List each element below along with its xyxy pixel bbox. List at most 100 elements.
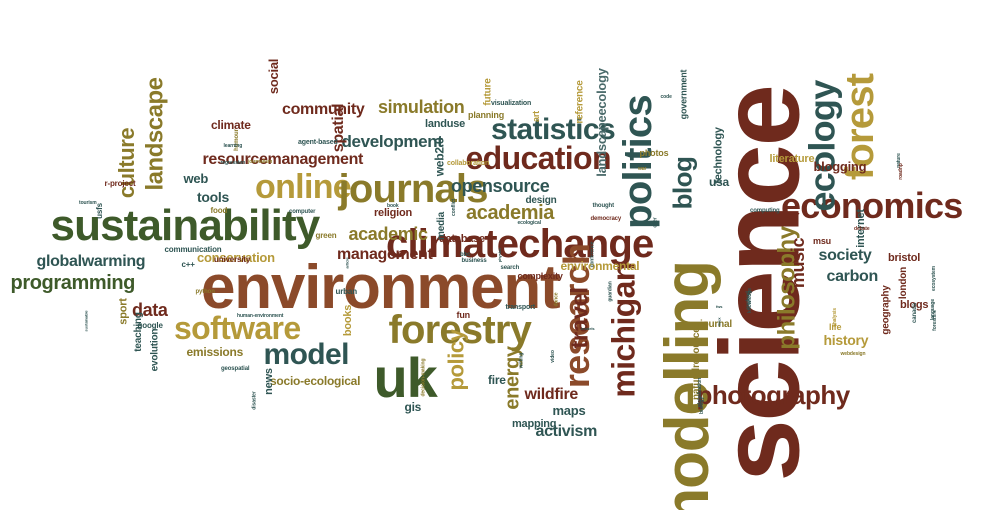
word-maps: maps: [552, 402, 586, 418]
word-globalwarming: globalwarming: [36, 253, 146, 270]
word-social: social: [265, 58, 281, 94]
word-webdesign: webdesign: [840, 350, 866, 357]
word-news: news: [262, 367, 275, 395]
word-r-project: r-project: [104, 179, 136, 188]
word-visualization: visualization: [491, 99, 532, 107]
word-python: python: [195, 289, 215, 295]
word-search: search: [500, 265, 520, 271]
word-linux: linux: [715, 317, 721, 327]
word-music: music: [788, 237, 809, 289]
word-fire: fire: [488, 373, 506, 387]
word-geospatial: geospatial: [221, 366, 250, 372]
word-canada: canada: [911, 303, 918, 323]
word-bristol: bristol: [888, 251, 921, 264]
word-fws: fws: [716, 304, 723, 309]
word-disaster: disaster: [251, 390, 258, 410]
word-conservation: conservation: [197, 249, 275, 265]
word-opensource: opensource: [451, 176, 550, 196]
word-socio-ecological: socio-ecological: [270, 374, 361, 388]
word-analysis: analysis: [831, 307, 838, 327]
word-deer: deer: [652, 216, 659, 228]
word-food: food: [210, 206, 228, 215]
word-journal: journal: [700, 319, 732, 330]
word-landuse: landuse: [425, 117, 466, 130]
word-ecological: ecological: [517, 219, 542, 226]
word-conference: conference: [589, 241, 596, 267]
word-sustainable: sustainable: [83, 310, 89, 332]
word-london: london: [898, 266, 910, 300]
word-human-environment: human-environment: [237, 312, 284, 319]
word-article: article: [344, 257, 350, 269]
word-photos: photos: [639, 147, 669, 158]
word-debate: debate: [854, 225, 870, 232]
word-green: green: [315, 231, 337, 240]
word-agent-based: agent-based: [298, 138, 338, 146]
word-computer: computer: [289, 209, 316, 215]
word-communication: communication: [164, 245, 222, 254]
word-travel: travel: [566, 287, 594, 349]
word-media: media: [435, 212, 447, 240]
word-emissions: emissions: [186, 345, 244, 359]
word-blogging: blogging: [813, 158, 867, 174]
word-models: models: [581, 326, 595, 331]
word-journalism: journalism: [248, 158, 273, 165]
word-conflict: conflict: [450, 198, 457, 216]
word-bbc: bbc: [460, 252, 471, 258]
word-design: design: [525, 195, 557, 206]
word-politics: politics: [615, 95, 660, 229]
word-roadrip: roadrip: [897, 162, 904, 180]
word-art: art: [530, 110, 541, 122]
word-economics: economics: [781, 185, 963, 226]
word-government: government: [678, 69, 689, 119]
word-carbon: carbon: [826, 268, 879, 285]
word-history: history: [823, 332, 869, 348]
word-ecosystem: ecosystem: [930, 265, 937, 291]
word-computing: computing: [750, 208, 780, 214]
word-mapping: mapping: [512, 417, 557, 430]
word-book: book: [387, 202, 399, 209]
word-simulation: simulation: [378, 97, 465, 117]
word-management: management: [337, 246, 433, 263]
word-usfs: usfs: [94, 203, 104, 219]
word-statistics: statistics: [491, 113, 616, 146]
word-landscape: landscape: [141, 77, 169, 191]
word-web: web: [183, 170, 209, 186]
word-model: model: [263, 338, 350, 371]
word-knowledge: knowledge: [746, 287, 753, 313]
word-online: online: [255, 168, 352, 206]
word-writing: writing: [518, 352, 525, 368]
word-climate: climate: [211, 118, 251, 132]
word-landscapeecology: landscapeecology: [593, 67, 609, 177]
word-literature: literature: [769, 152, 815, 165]
word-guardian: guardian: [607, 280, 614, 302]
word-ecology: ecology: [801, 80, 842, 212]
word-business: business: [461, 258, 487, 264]
word-uk: uk: [373, 346, 438, 409]
word-thought: thought: [592, 203, 615, 209]
word-development: development: [341, 131, 443, 151]
word-code: code: [660, 93, 672, 100]
word-web2-0: web2.0: [431, 137, 446, 177]
word-fun: fun: [456, 309, 471, 320]
word-resourcemanagement: resourcemanagement: [202, 151, 364, 168]
word-evolution: evolution: [148, 328, 160, 372]
word-education: education: [465, 140, 612, 176]
word-transport: transport: [505, 303, 536, 311]
word-teaching: teaching: [132, 312, 144, 352]
word-policy: policy: [442, 329, 468, 391]
word-tools: tools: [197, 189, 230, 205]
word-books: books: [341, 304, 354, 336]
word-regression: regression: [220, 159, 246, 166]
word-forestry: forestry: [388, 308, 532, 352]
word-google: google: [137, 321, 163, 330]
word-photography: photography: [696, 380, 851, 410]
word-reference: reference: [574, 80, 586, 124]
word-usa: usa: [709, 175, 729, 189]
word-data: data: [132, 300, 168, 320]
word-democracy: democracy: [590, 216, 622, 222]
word-academic: academic: [348, 224, 429, 244]
word-learning: learning: [223, 142, 243, 149]
word-biology: biology: [698, 396, 705, 414]
word-collaboration: collaboration: [447, 159, 490, 167]
